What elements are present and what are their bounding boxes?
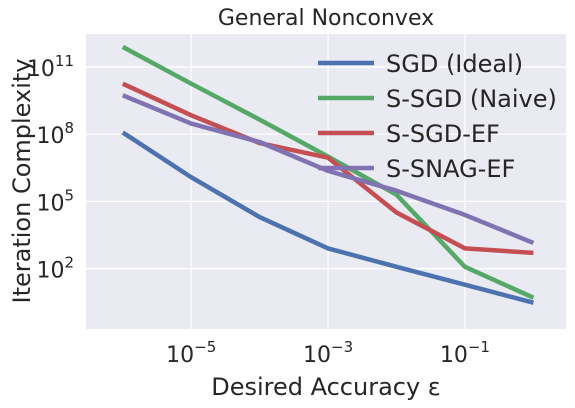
legend: SGD (Ideal) S-SGD (Naive) S-SGD-EF S-SNAG-E… (318, 50, 557, 183)
chart-title: General Nonconvex (218, 6, 434, 31)
series-line-s-sgd-ef (121, 81, 534, 256)
series-lines (121, 44, 535, 305)
x-axis-label: Desired Accuracy ε (211, 373, 441, 401)
legend-label-s-snag-ef: S-SNAG-EF (386, 155, 515, 183)
y-tick-label: 108 (36, 119, 74, 149)
x-tick-label: 10−1 (440, 338, 490, 368)
series-line-s-snag-ef (121, 93, 535, 245)
y-axis-label: Iteration Complexity (8, 59, 36, 304)
x-tick-labels: 10−5 10−3 10−1 (166, 338, 490, 368)
x-tick-label: 10−3 (303, 338, 353, 368)
plot-background (86, 34, 566, 329)
legend-label-s-sgd-naive: S-SGD (Naive) (386, 85, 557, 113)
y-tick-label: 105 (36, 186, 74, 216)
legend-label-sgd-ideal: SGD (Ideal) (386, 50, 523, 78)
y-tick-label: 1011 (27, 52, 74, 82)
y-tick-label: 102 (36, 254, 74, 284)
x-tick-label: 10−5 (166, 338, 216, 368)
series-line-sgd-ideal (121, 130, 534, 305)
legend-label-s-sgd-ef: S-SGD-EF (386, 120, 500, 148)
y-tick-labels: 102 105 108 1011 (27, 52, 74, 284)
